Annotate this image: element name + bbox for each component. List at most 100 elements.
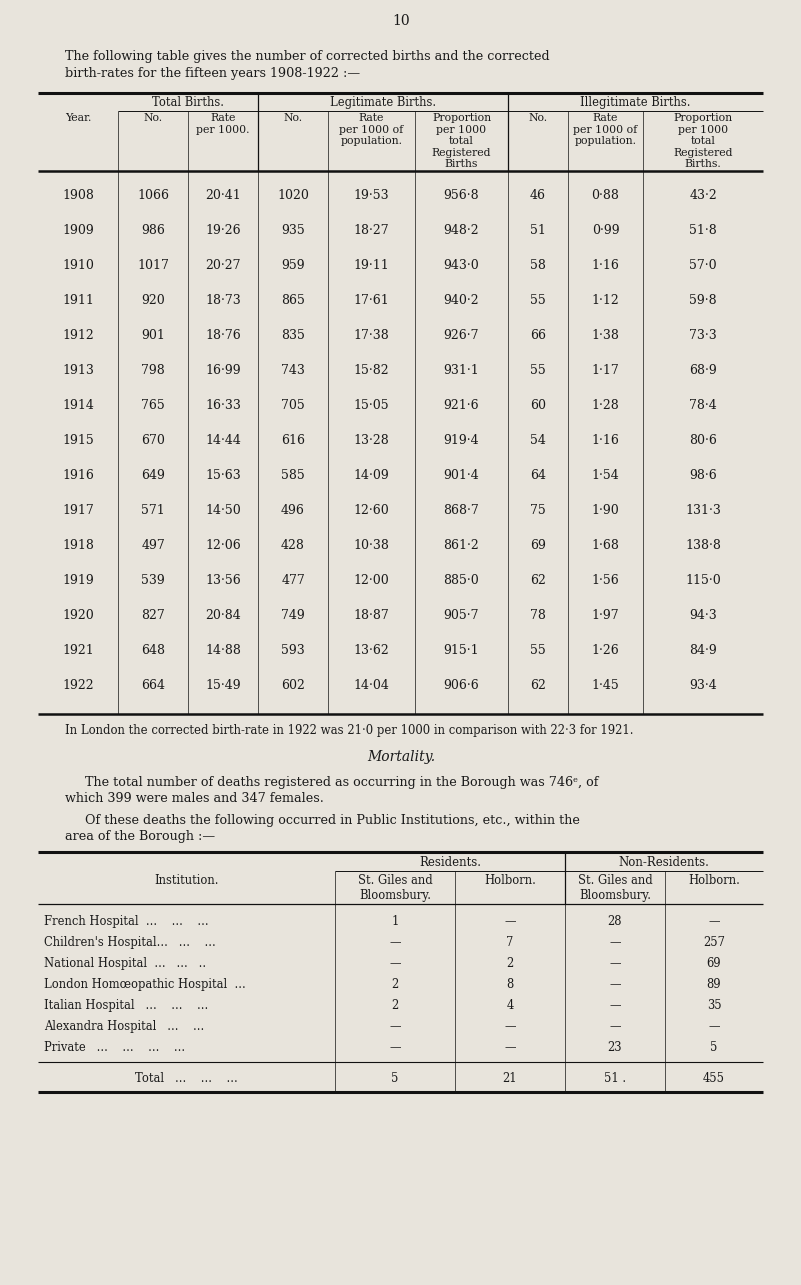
Text: 602: 602	[281, 678, 305, 693]
Text: —: —	[389, 1041, 400, 1054]
Text: 12·06: 12·06	[205, 538, 241, 553]
Text: 21: 21	[503, 1072, 517, 1085]
Text: No.: No.	[529, 113, 548, 123]
Text: 861·2: 861·2	[444, 538, 479, 553]
Text: 940·2: 940·2	[444, 294, 479, 307]
Text: 78: 78	[530, 609, 546, 622]
Text: 51 .: 51 .	[604, 1072, 626, 1085]
Text: 2: 2	[392, 978, 399, 991]
Text: Children's Hospital...   ...    ...: Children's Hospital... ... ...	[44, 935, 215, 950]
Text: 593: 593	[281, 644, 305, 657]
Text: 58: 58	[530, 260, 546, 272]
Text: 921·6: 921·6	[444, 400, 479, 412]
Text: 1066: 1066	[137, 189, 169, 202]
Text: Rate
per 1000 of
population.: Rate per 1000 of population.	[574, 113, 638, 146]
Text: 12·60: 12·60	[353, 504, 389, 517]
Text: Total Births.: Total Births.	[152, 96, 224, 109]
Text: 13·62: 13·62	[353, 644, 389, 657]
Text: The total number of deaths registered as occurring in the Borough was 746ᵉ, of: The total number of deaths registered as…	[85, 776, 598, 789]
Text: 571: 571	[141, 504, 165, 517]
Text: 0·99: 0·99	[592, 224, 619, 236]
Text: St. Giles and
Bloomsbury.: St. Giles and Bloomsbury.	[357, 874, 433, 902]
Text: 17·61: 17·61	[353, 294, 389, 307]
Text: —: —	[610, 978, 621, 991]
Text: 905·7: 905·7	[444, 609, 479, 622]
Text: Proportion
per 1000
total
Registered
Births.: Proportion per 1000 total Registered Bir…	[674, 113, 733, 170]
Text: —: —	[505, 1041, 516, 1054]
Text: which 399 were males and 347 females.: which 399 were males and 347 females.	[65, 792, 324, 804]
Text: 14·09: 14·09	[353, 469, 389, 482]
Text: 16·99: 16·99	[205, 364, 241, 377]
Text: 17·38: 17·38	[353, 329, 389, 342]
Text: 69: 69	[706, 957, 722, 970]
Text: 926·7: 926·7	[444, 329, 479, 342]
Text: 1908: 1908	[62, 189, 94, 202]
Text: birth-rates for the fifteen years 1908-1922 :—: birth-rates for the fifteen years 1908-1…	[65, 67, 360, 80]
Text: 827: 827	[141, 609, 165, 622]
Text: 23: 23	[608, 1041, 622, 1054]
Text: 835: 835	[281, 329, 305, 342]
Text: The following table gives the number of corrected births and the corrected: The following table gives the number of …	[65, 50, 549, 63]
Text: 19·53: 19·53	[354, 189, 389, 202]
Text: 68·9: 68·9	[689, 364, 717, 377]
Text: 131·3: 131·3	[685, 504, 721, 517]
Text: Italian Hospital   ...    ...    ...: Italian Hospital ... ... ...	[44, 998, 208, 1013]
Text: 1·90: 1·90	[592, 504, 619, 517]
Text: 1·17: 1·17	[592, 364, 619, 377]
Text: 19·11: 19·11	[353, 260, 389, 272]
Text: 20·41: 20·41	[205, 189, 241, 202]
Text: 14·50: 14·50	[205, 504, 241, 517]
Text: 798: 798	[141, 364, 165, 377]
Text: 868·7: 868·7	[444, 504, 479, 517]
Text: 1919: 1919	[62, 574, 94, 587]
Text: 55: 55	[530, 364, 545, 377]
Text: 1910: 1910	[62, 260, 94, 272]
Text: 16·33: 16·33	[205, 400, 241, 412]
Text: 15·05: 15·05	[354, 400, 389, 412]
Text: 539: 539	[141, 574, 165, 587]
Text: 1·97: 1·97	[592, 609, 619, 622]
Text: 1917: 1917	[62, 504, 94, 517]
Text: 46: 46	[530, 189, 546, 202]
Text: 649: 649	[141, 469, 165, 482]
Text: Legitimate Births.: Legitimate Births.	[330, 96, 436, 109]
Text: 55: 55	[530, 294, 545, 307]
Text: 12·00: 12·00	[353, 574, 389, 587]
Text: 455: 455	[703, 1072, 725, 1085]
Text: 1918: 1918	[62, 538, 94, 553]
Text: 73·3: 73·3	[689, 329, 717, 342]
Text: 66: 66	[530, 329, 546, 342]
Text: 62: 62	[530, 678, 546, 693]
Text: Private   ...    ...    ...    ...: Private ... ... ... ...	[44, 1041, 185, 1054]
Text: 943·0: 943·0	[444, 260, 479, 272]
Text: 1914: 1914	[62, 400, 94, 412]
Text: 1: 1	[392, 915, 399, 928]
Text: 1913: 1913	[62, 364, 94, 377]
Text: 931·1: 931·1	[444, 364, 479, 377]
Text: 57·0: 57·0	[689, 260, 717, 272]
Text: 64: 64	[530, 469, 546, 482]
Text: 885·0: 885·0	[444, 574, 479, 587]
Text: 5: 5	[710, 1041, 718, 1054]
Text: Mortality.: Mortality.	[367, 750, 435, 765]
Text: 915·1: 915·1	[444, 644, 479, 657]
Text: St. Giles and
Bloomsbury.: St. Giles and Bloomsbury.	[578, 874, 652, 902]
Text: 2: 2	[392, 998, 399, 1013]
Text: 906·6: 906·6	[444, 678, 479, 693]
Text: 743: 743	[281, 364, 305, 377]
Text: 1912: 1912	[62, 329, 94, 342]
Text: 14·44: 14·44	[205, 434, 241, 447]
Text: 1·28: 1·28	[592, 400, 619, 412]
Text: 84·9: 84·9	[689, 644, 717, 657]
Text: 62: 62	[530, 574, 546, 587]
Text: In London the corrected birth-rate in 1922 was 21·0 per 1000 in comparison with : In London the corrected birth-rate in 19…	[65, 723, 634, 738]
Text: 959: 959	[281, 260, 305, 272]
Text: 1·16: 1·16	[592, 434, 619, 447]
Text: 1921: 1921	[62, 644, 94, 657]
Text: —: —	[708, 915, 720, 928]
Text: 920: 920	[141, 294, 165, 307]
Text: 1·38: 1·38	[592, 329, 619, 342]
Text: 1911: 1911	[62, 294, 94, 307]
Text: —: —	[610, 935, 621, 950]
Text: 8: 8	[506, 978, 513, 991]
